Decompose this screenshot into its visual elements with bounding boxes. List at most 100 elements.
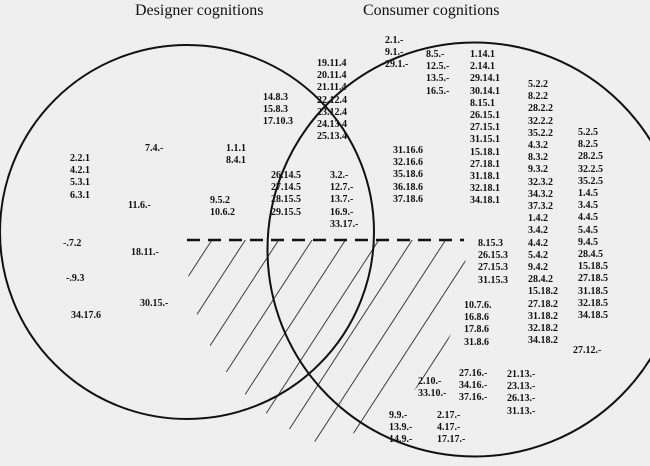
code-label: 15.18.1 bbox=[470, 146, 500, 158]
code-label: 21.13.- bbox=[507, 369, 536, 380]
code-group: -.7.2 bbox=[63, 238, 81, 250]
code-label: 12.5.- bbox=[426, 61, 450, 73]
code-label: 16.5.- bbox=[426, 85, 450, 97]
code-label: 36.18.6 bbox=[393, 181, 423, 193]
code-label: 31.18.2 bbox=[528, 310, 558, 322]
code-label: 10.6.2 bbox=[210, 207, 235, 219]
code-label: 9.1.- bbox=[385, 47, 404, 59]
code-label: 35.18.6 bbox=[393, 169, 423, 181]
code-label: 31.16.6 bbox=[393, 145, 423, 156]
code-label: -.7.2 bbox=[63, 238, 82, 249]
code-label: 8.2.2 bbox=[528, 91, 548, 103]
code-label: 27.15.3 bbox=[478, 262, 508, 274]
code-label: 4.4.5 bbox=[578, 212, 598, 224]
code-label: 2.2.1 bbox=[70, 153, 90, 164]
code-label: 23.12.4 bbox=[317, 106, 347, 118]
code-group: 2.1.- 9.1.- 29.1.- bbox=[385, 35, 408, 72]
code-label: -.9.3 bbox=[66, 273, 85, 284]
code-label: 32.18.1 bbox=[470, 183, 500, 195]
code-group: 8.15.3 26.15.3 27.15.3 31.15.3 bbox=[478, 238, 508, 287]
code-label: 31.15.1 bbox=[470, 134, 500, 146]
code-label: 9.4.2 bbox=[528, 262, 548, 274]
code-label: 37.18.6 bbox=[393, 193, 423, 205]
code-label: 24.13.4 bbox=[317, 119, 347, 131]
code-label: 9.3.2 bbox=[528, 164, 548, 176]
code-group: 9.9.- 13.9.- 14.9.- bbox=[389, 410, 412, 447]
code-group: 30.15.- bbox=[140, 298, 168, 310]
code-label: 1.4.2 bbox=[528, 213, 548, 225]
code-label: 3.4.5 bbox=[578, 200, 598, 212]
code-label: 8.15.1 bbox=[470, 97, 495, 109]
code-label: 26.15.3 bbox=[478, 250, 508, 262]
code-label: 34.18.1 bbox=[470, 195, 500, 207]
code-label: 2.14.1 bbox=[470, 61, 495, 73]
code-label: 8.5.- bbox=[426, 49, 445, 60]
code-label: 8.4.1 bbox=[226, 155, 246, 167]
code-label: 27.15.1 bbox=[470, 122, 500, 134]
code-label: 33.10.- bbox=[418, 388, 447, 400]
code-label: 28.2.2 bbox=[528, 103, 553, 115]
code-label: 30.15.- bbox=[140, 298, 169, 309]
code-label: 27.18.5 bbox=[578, 273, 608, 285]
code-label: 27.18.1 bbox=[470, 158, 500, 170]
code-group: 2.10.- 33.10.- bbox=[418, 376, 446, 400]
code-group: 27.12.- bbox=[573, 345, 601, 357]
code-label: 25.13.4 bbox=[317, 131, 347, 143]
code-group: 5.2.2 8.2.2 28.2.2 32.2.2 35.2.2 4.3.2 8.3.2 9.… bbox=[528, 79, 558, 347]
code-group: 5.2.5 8.2.5 28.2.5 32.2.5 35.2.5 1.4.5 3.4.5 4.… bbox=[578, 127, 608, 322]
code-label: 29.15.5 bbox=[271, 206, 301, 218]
code-label: 13.9.- bbox=[389, 422, 413, 434]
code-label: 22.12.4 bbox=[317, 94, 347, 106]
code-label: 32.16.6 bbox=[393, 157, 423, 169]
code-label: 4.3.2 bbox=[528, 140, 548, 152]
code-label: 14.8.3 bbox=[263, 92, 288, 103]
code-label: 16.9.- bbox=[330, 206, 354, 218]
code-label: 31.18.1 bbox=[470, 171, 500, 183]
code-group: 1.14.1 2.14.1 29.14.1 30.14.1 8.15.1 26.15.1 2… bbox=[470, 49, 500, 208]
code-label: 26.13.- bbox=[507, 393, 536, 405]
code-label: 1.4.5 bbox=[578, 188, 598, 200]
code-label: 8.2.5 bbox=[578, 139, 598, 151]
code-label: 32.18.5 bbox=[578, 297, 608, 309]
code-group: 19.11.4 20.11.4 21.11.4 22.12.4 23.12.4 24.13… bbox=[317, 58, 347, 143]
code-label: 31.15.3 bbox=[478, 274, 508, 286]
code-group: 7.4.- bbox=[145, 143, 163, 155]
code-label: 17.17.- bbox=[437, 434, 466, 446]
code-group: 26.14.5 27.14.5 28.15.5 29.15.5 bbox=[271, 170, 301, 219]
hatched-region bbox=[186, 240, 466, 444]
code-group: 21.13.- 23.13.- 26.13.- 31.13.- bbox=[507, 369, 535, 418]
code-label: 1.1.1 bbox=[226, 143, 246, 154]
code-group: 9.5.2 10.6.2 bbox=[210, 195, 235, 219]
code-label: 13.7.- bbox=[330, 194, 354, 206]
code-label: 5.3.1 bbox=[70, 177, 90, 189]
code-label: 32.2.5 bbox=[578, 163, 603, 175]
code-label: 18.11.- bbox=[131, 247, 159, 258]
code-group: 14.8.3 15.8.3 17.10.3 bbox=[263, 92, 293, 129]
code-label: 31.13.- bbox=[507, 405, 536, 417]
code-label: 4.17.- bbox=[437, 422, 461, 434]
code-label: 13.5.- bbox=[426, 73, 450, 85]
code-group: 8.5.- 12.5.- 13.5.- 16.5.- bbox=[426, 49, 449, 98]
code-label: 33.17.- bbox=[330, 218, 359, 230]
code-label: 20.11.4 bbox=[317, 70, 347, 82]
code-label: 32.2.2 bbox=[528, 115, 553, 127]
code-label: 5.2.5 bbox=[578, 127, 598, 138]
code-label: 23.13.- bbox=[507, 381, 536, 393]
code-label: 3.2.- bbox=[330, 170, 349, 181]
code-label: 1.14.1 bbox=[470, 49, 495, 60]
code-label: 15.18.5 bbox=[578, 261, 608, 273]
code-label: 34.18.5 bbox=[578, 310, 608, 322]
code-group: 34.17.6 bbox=[71, 310, 101, 322]
code-label: 9.5.2 bbox=[210, 195, 230, 206]
code-label: 2.10.- bbox=[418, 376, 442, 387]
consumer-title: Consumer cognitions bbox=[363, 2, 500, 19]
code-label: 5.4.2 bbox=[528, 249, 548, 261]
code-label: 30.14.1 bbox=[470, 85, 500, 97]
code-label: 9.4.5 bbox=[578, 236, 598, 248]
code-label: 35.2.5 bbox=[578, 175, 603, 187]
code-label: 4.4.2 bbox=[528, 237, 548, 249]
code-label: 17.8.6 bbox=[464, 324, 489, 336]
code-label: 37.16.- bbox=[459, 392, 488, 404]
code-label: 29.14.1 bbox=[470, 73, 500, 85]
